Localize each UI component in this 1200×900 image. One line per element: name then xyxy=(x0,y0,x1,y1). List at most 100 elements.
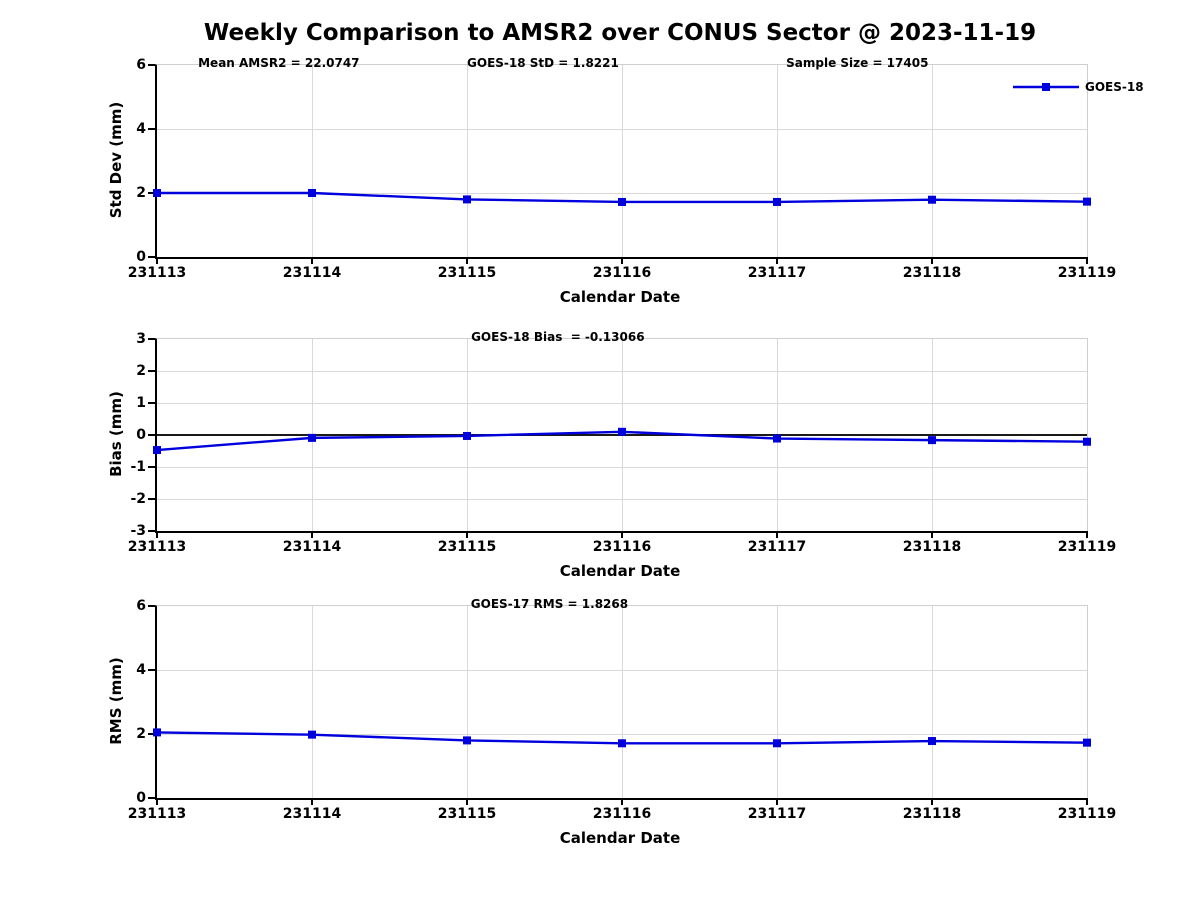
y-tick-mark xyxy=(148,192,155,194)
x-tick-mark xyxy=(776,257,778,264)
x-tick-label: 231114 xyxy=(282,806,342,822)
x-tick-label: 231114 xyxy=(282,265,342,281)
data-point-marker xyxy=(928,436,936,445)
y-tick-mark xyxy=(148,669,155,671)
legend-line-icon xyxy=(1013,83,1079,91)
plot-area-rms: 231113 231114 231115 231116 231117 231118 2311… xyxy=(128,597,1116,822)
gridline-y xyxy=(157,193,1087,194)
x-axis-label-stddev: Calendar Date xyxy=(559,288,681,306)
x-tick-label: 231115 xyxy=(437,539,497,555)
gridline-x xyxy=(622,606,623,798)
x-tick-mark xyxy=(156,257,158,264)
data-point-marker xyxy=(153,728,161,737)
y-tick-mark xyxy=(148,466,155,468)
y-tick-label: 4 xyxy=(136,121,146,137)
y-tick-mark xyxy=(148,498,155,500)
data-point-marker xyxy=(1083,197,1091,206)
data-point-marker xyxy=(308,730,316,739)
gridline-y xyxy=(157,129,1087,130)
x-tick-label: 231118 xyxy=(902,539,962,555)
annotation: Sample Size = 17405 xyxy=(786,56,929,70)
data-point-marker xyxy=(618,197,626,206)
series-svg xyxy=(153,189,1091,206)
y-axis-label-bias: Bias (mm) xyxy=(107,391,125,477)
y-tick-label: 0 xyxy=(136,427,146,443)
x-tick-label: 231113 xyxy=(127,265,187,281)
plot-area-bias: 231113 231114 231115 231116 231117 231118 2311… xyxy=(128,330,1116,555)
gridline-y xyxy=(157,371,1087,372)
y-tick-label: -2 xyxy=(130,491,146,507)
series-svg xyxy=(153,728,1091,748)
gridline-y xyxy=(157,734,1087,735)
x-tick-mark xyxy=(466,798,468,805)
x-tick-label: 231115 xyxy=(437,265,497,281)
y-tick-label: 6 xyxy=(136,598,146,614)
x-tick-mark xyxy=(156,798,158,805)
data-point-marker xyxy=(773,739,781,748)
data-point-marker xyxy=(1083,738,1091,747)
x-tick-mark xyxy=(466,531,468,538)
data-point-marker xyxy=(463,195,471,204)
y-tick-label: 0 xyxy=(136,249,146,265)
y-tick-label: 2 xyxy=(136,726,146,742)
y-tick-label: 0 xyxy=(136,790,146,806)
annotation: GOES-18 StD = 1.8221 xyxy=(467,56,619,70)
gridline-x xyxy=(932,606,933,798)
gridline-x xyxy=(622,65,623,257)
x-tick-label: 231116 xyxy=(592,539,652,555)
x-tick-label: 231117 xyxy=(747,539,807,555)
data-point-marker xyxy=(1083,437,1091,446)
data-point-marker xyxy=(308,189,316,197)
data-point-marker xyxy=(463,431,471,440)
data-point-marker xyxy=(773,434,781,443)
data-point-marker xyxy=(153,446,161,455)
gridline-y xyxy=(157,499,1087,500)
x-tick-mark xyxy=(156,531,158,538)
legend-label: GOES-18 xyxy=(1085,80,1144,94)
gridline-x xyxy=(777,65,778,257)
x-tick-mark xyxy=(931,531,933,538)
x-tick-mark xyxy=(1086,531,1088,538)
gridline-y xyxy=(157,403,1087,404)
gridline-x xyxy=(467,606,468,798)
annotation: GOES-17 RMS = 1.8268 xyxy=(470,597,629,611)
x-tick-label: 231113 xyxy=(127,806,187,822)
legend: GOES-18 xyxy=(1013,80,1144,94)
y-tick-mark xyxy=(148,256,155,258)
x-tick-label: 231117 xyxy=(747,265,807,281)
y-tick-label: 1 xyxy=(136,395,146,411)
x-tick-mark xyxy=(1086,798,1088,805)
y-tick-mark xyxy=(148,434,155,436)
bias-chart-panel: Bias (mm) 231113 231114 231115 231116 231117… xyxy=(0,330,1200,608)
y-tick-mark xyxy=(148,64,155,66)
x-tick-label: 231118 xyxy=(902,806,962,822)
data-point-marker xyxy=(618,427,626,436)
x-tick-mark xyxy=(931,257,933,264)
data-point-marker xyxy=(463,736,471,745)
gridline-x xyxy=(932,65,933,257)
y-axis-label-rms: RMS (mm) xyxy=(107,657,125,745)
gridline-x xyxy=(777,606,778,798)
y-tick-mark xyxy=(148,338,155,340)
y-axis-label-stddev: Std Dev (mm) xyxy=(107,101,125,219)
x-tick-label: 231114 xyxy=(282,539,342,555)
x-tick-mark xyxy=(776,798,778,805)
x-tick-label: 231119 xyxy=(1057,539,1117,555)
x-tick-label: 231119 xyxy=(1057,265,1117,281)
x-tick-mark xyxy=(311,257,313,264)
x-tick-label: 231117 xyxy=(747,806,807,822)
x-tick-mark xyxy=(311,531,313,538)
y-tick-label: 2 xyxy=(136,185,146,201)
annotation: Mean AMSR2 = 22.0747 xyxy=(198,56,360,70)
x-tick-label: 231113 xyxy=(127,539,187,555)
x-tick-mark xyxy=(621,257,623,264)
y-tick-label: 6 xyxy=(136,57,146,73)
x-tick-mark xyxy=(466,257,468,264)
x-tick-mark xyxy=(931,798,933,805)
y-tick-label: 4 xyxy=(136,662,146,678)
y-tick-mark xyxy=(148,370,155,372)
data-point-marker xyxy=(928,737,936,746)
gridline-y xyxy=(157,670,1087,671)
gridline-x xyxy=(312,606,313,798)
y-tick-label: -3 xyxy=(130,523,146,539)
